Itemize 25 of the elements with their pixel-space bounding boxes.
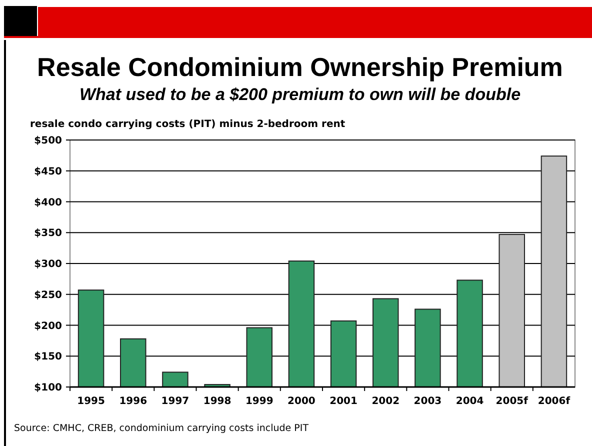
x-tick-label: 1999 <box>245 396 274 407</box>
x-tick-label: 1996 <box>119 396 148 407</box>
x-tick-label: 2004 <box>456 396 484 407</box>
y-tick-label: $300 <box>34 259 62 270</box>
y-tick-label: $150 <box>34 352 62 363</box>
y-axis-title: resale condo carrying costs (PIT) minus 2-bedroom rent <box>30 119 346 130</box>
y-tick-label: $100 <box>34 382 62 394</box>
y-tick-label: $250 <box>34 290 62 301</box>
x-tick-label: 2006f <box>538 396 571 407</box>
x-tick-label: 2000 <box>288 396 316 407</box>
x-tick-label: 2002 <box>372 396 400 407</box>
chart-title: Resale Condominium Ownership Premium <box>37 52 563 82</box>
y-tick-label: $350 <box>34 228 62 240</box>
x-tick-label: 2001 <box>330 396 358 407</box>
y-tick-label: $400 <box>34 197 62 208</box>
x-tick-label: 1995 <box>77 396 105 407</box>
chart-subtitle: What used to be a $200 premium to own will be double <box>79 85 521 104</box>
source-note: Source: CMHC, CREB, condominium carrying costs include PIT <box>14 423 309 434</box>
x-tick-label: 2003 <box>414 396 442 407</box>
y-tick-label: $500 <box>34 136 62 146</box>
x-tick-label: 1998 <box>203 396 232 407</box>
y-tick-label: $450 <box>34 166 62 178</box>
y-tick-label: $200 <box>34 320 62 332</box>
x-tick-label: 1997 <box>161 396 190 407</box>
x-tick-label: 2005f <box>496 396 529 407</box>
